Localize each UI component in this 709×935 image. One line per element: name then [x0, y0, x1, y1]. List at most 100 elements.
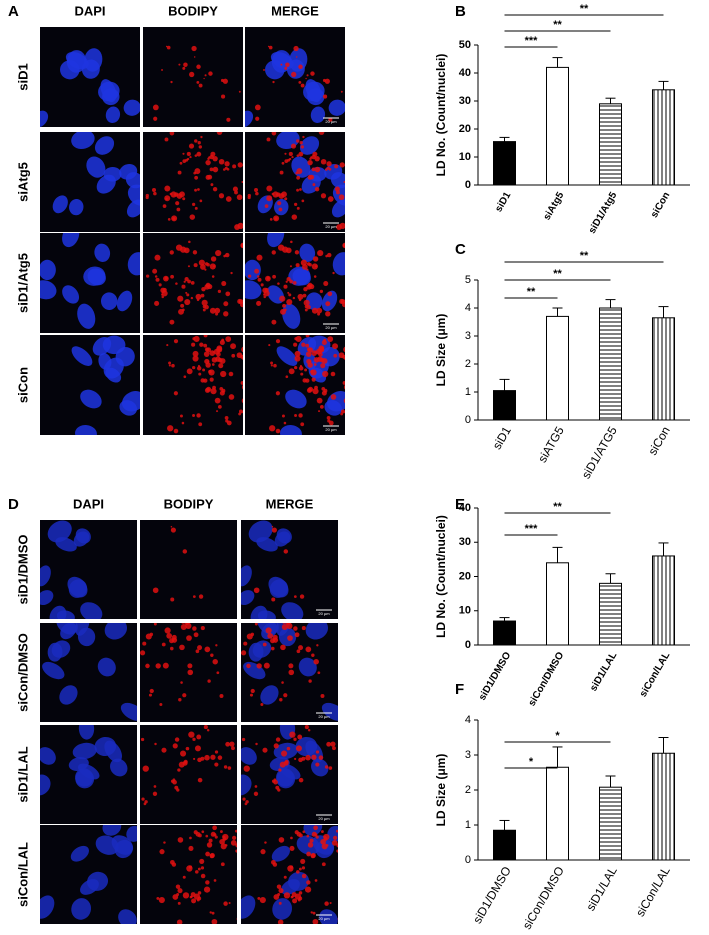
lipid-droplet	[312, 308, 318, 314]
lipid-droplet	[170, 81, 172, 83]
lipid-droplet	[270, 361, 273, 364]
lipid-droplet	[288, 663, 293, 668]
lipid-droplet	[348, 210, 353, 215]
lipid-droplet	[298, 65, 302, 69]
lipid-droplet	[246, 664, 251, 669]
lipid-droplet	[294, 758, 296, 760]
lipid-droplet	[290, 837, 293, 840]
lipid-droplet	[196, 152, 201, 157]
lipid-droplet	[315, 762, 319, 766]
lipid-droplet	[193, 172, 196, 175]
bar	[547, 67, 569, 185]
lipid-droplet	[305, 886, 311, 892]
y-tick-label: 40	[459, 67, 471, 79]
lipid-droplet	[204, 284, 209, 289]
lipid-droplet	[297, 735, 302, 740]
lipid-droplet	[291, 156, 293, 158]
lipid-droplet	[280, 762, 286, 768]
lipid-droplet	[280, 645, 286, 651]
lipid-droplet	[204, 755, 210, 761]
lipid-droplet	[271, 598, 275, 602]
lipid-droplet	[298, 413, 302, 417]
lipid-droplet	[177, 919, 183, 925]
lipid-droplet	[260, 849, 265, 854]
lipid-droplet	[301, 145, 304, 148]
lipid-droplet	[271, 647, 275, 651]
lipid-droplet	[305, 646, 311, 652]
lipid-droplet	[210, 653, 213, 656]
lipid-droplet	[300, 859, 305, 864]
lipid-droplet	[192, 366, 195, 369]
scale-bar-label: 20 µm	[318, 611, 330, 616]
lipid-droplet	[321, 830, 324, 833]
nucleus	[103, 336, 126, 354]
image-background	[40, 132, 140, 232]
lipid-droplet	[320, 290, 323, 293]
lipid-droplet	[322, 371, 328, 377]
lipid-droplet	[178, 171, 182, 175]
lipid-droplet	[282, 304, 286, 308]
lipid-droplet	[141, 797, 144, 800]
lipid-droplet	[212, 825, 217, 830]
lipid-droplet	[197, 645, 202, 650]
lipid-droplet	[198, 778, 203, 783]
lipid-droplet	[313, 256, 318, 261]
lipid-droplet	[178, 309, 184, 315]
lipid-droplet	[343, 381, 347, 385]
lipid-droplet	[212, 275, 215, 278]
lipid-droplet	[183, 549, 187, 553]
lipid-droplet	[320, 839, 326, 845]
lipid-droplet	[309, 361, 311, 363]
lipid-droplet	[307, 74, 309, 76]
lipid-droplet	[312, 388, 318, 394]
micrograph	[40, 127, 155, 232]
lipid-droplet	[193, 758, 195, 760]
lipid-droplet	[323, 389, 327, 393]
lipid-droplet	[288, 293, 291, 296]
lipid-droplet	[298, 81, 301, 84]
lipid-droplet	[195, 870, 199, 874]
y-tick-label: 1	[465, 386, 471, 398]
lipid-droplet	[164, 186, 170, 192]
lipid-droplet	[191, 343, 195, 347]
lipid-droplet	[163, 276, 169, 282]
lipid-droplet	[196, 294, 202, 300]
lipid-droplet	[223, 901, 227, 905]
lipid-droplet	[180, 304, 184, 308]
x-tick-label: siD1/ATG5	[579, 424, 620, 481]
lipid-droplet	[317, 250, 323, 256]
lipid-droplet	[154, 623, 157, 626]
lipid-droplet	[272, 275, 276, 279]
lipid-droplet	[159, 849, 164, 854]
row-label: siD1/DMSO	[15, 534, 30, 604]
lipid-droplet	[186, 865, 192, 871]
lipid-droplet	[305, 78, 306, 79]
lipid-droplet	[213, 833, 216, 836]
lipid-droplet	[296, 336, 302, 342]
lipid-droplet	[187, 368, 193, 374]
lipid-droplet	[288, 670, 294, 676]
lipid-droplet	[278, 888, 283, 893]
lipid-droplet	[327, 416, 331, 420]
lipid-droplet	[332, 343, 338, 349]
lipid-droplet	[338, 917, 343, 922]
lipid-droplet	[251, 689, 255, 693]
lipid-droplet	[355, 176, 361, 182]
bar	[494, 830, 516, 860]
lipid-droplet	[269, 46, 273, 50]
lipid-droplet	[154, 743, 156, 745]
lipid-droplet	[146, 194, 149, 197]
lipid-droplet	[266, 186, 272, 192]
lipid-droplet	[181, 285, 185, 289]
lipid-droplet	[308, 128, 312, 132]
lipid-droplet	[224, 161, 229, 166]
lipid-droplet	[193, 595, 196, 598]
lipid-droplet	[320, 363, 325, 368]
lipid-droplet	[229, 902, 231, 904]
lipid-droplet	[248, 275, 251, 278]
lipid-droplet	[170, 647, 174, 651]
lipid-droplet	[153, 924, 157, 928]
lipid-droplet	[183, 62, 188, 67]
lipid-droplet	[299, 868, 302, 871]
lipid-droplet	[268, 46, 269, 47]
